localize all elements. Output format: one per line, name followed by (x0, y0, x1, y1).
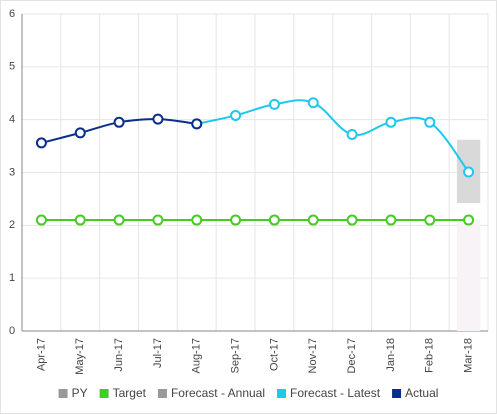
legend: PY Target Forecast - Annual Forecast - Late… (58, 386, 438, 400)
legend-swatch (392, 389, 402, 398)
point-marker (230, 109, 242, 121)
y-tick-label: 0 (9, 325, 15, 337)
legend-label: Forecast - Latest (290, 386, 381, 400)
legend-label: Forecast - Annual (171, 386, 265, 400)
x-tick-label: Jun-17 (113, 338, 125, 372)
x-tick-label: Mar-18 (462, 338, 474, 373)
legend-swatch (157, 389, 167, 398)
x-tick-label: Feb-18 (424, 338, 436, 373)
point-marker (463, 166, 475, 178)
x-tick-label: Nov-17 (307, 338, 319, 373)
y-tick-label: 4 (9, 114, 15, 126)
x-tick-label: Jul-17 (152, 338, 164, 368)
x-tick-label: Apr-17 (35, 338, 47, 371)
x-tick-label: Jan-18 (385, 338, 397, 372)
legend-label: Actual (405, 386, 438, 400)
point-marker (191, 118, 203, 130)
bar (456, 220, 481, 331)
point-marker (152, 214, 164, 226)
legend-swatch (99, 389, 109, 398)
point-marker (346, 214, 358, 226)
point-marker (307, 214, 319, 226)
y-tick-label: 1 (9, 272, 15, 284)
point-marker (463, 214, 475, 226)
point-marker (385, 116, 397, 128)
x-tick-label: Dec-17 (346, 338, 358, 373)
legend-label: PY (72, 386, 88, 400)
point-marker (35, 137, 47, 149)
y-tick-label: 2 (9, 219, 15, 231)
y-tick-label: 5 (9, 61, 15, 73)
x-tick-label: May-17 (74, 338, 86, 375)
point-marker (74, 214, 86, 226)
point-marker (74, 127, 86, 139)
point-marker (424, 116, 436, 128)
x-tick-label: Oct-17 (268, 338, 280, 371)
point-marker (268, 214, 280, 226)
point-marker (191, 214, 203, 226)
y-tick-label: 6 (9, 8, 15, 20)
point-marker (113, 116, 125, 128)
point-marker (424, 214, 436, 226)
point-marker (35, 214, 47, 226)
point-marker (230, 214, 242, 226)
legend-label: Target (113, 386, 147, 400)
x-tick-label: Aug-17 (191, 338, 203, 373)
point-marker (113, 214, 125, 226)
point-marker (307, 97, 319, 109)
legend-swatch (277, 389, 287, 398)
x-tick-label: Sep-17 (229, 338, 241, 373)
point-marker (152, 113, 164, 125)
point-marker (385, 214, 397, 226)
legend-swatch (58, 389, 68, 398)
y-tick-label: 3 (9, 166, 15, 178)
point-marker (268, 98, 280, 110)
point-marker (346, 128, 358, 140)
